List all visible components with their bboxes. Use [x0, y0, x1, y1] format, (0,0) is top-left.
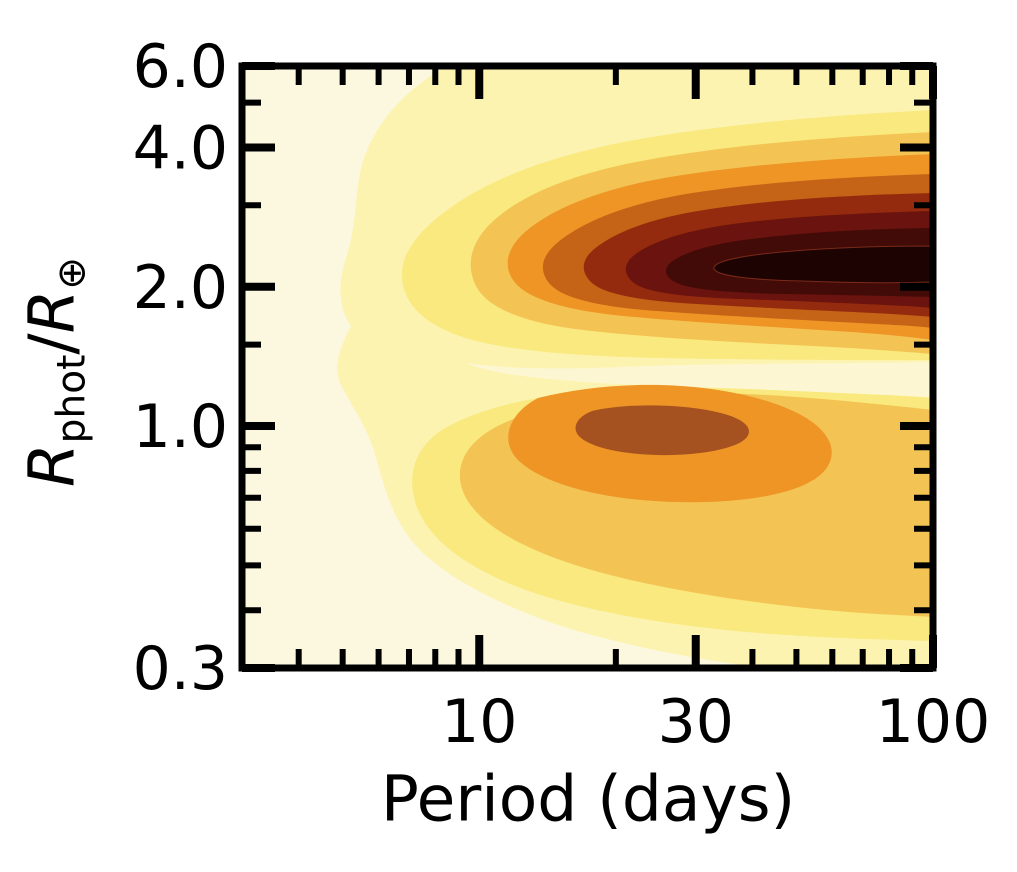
y-tick-label: 2.0 — [133, 253, 228, 323]
y-label-symbol-r1: R — [15, 443, 89, 488]
tick-labels: 10 30 100 6.0 4.0 2.0 1.0 0.3 — [133, 32, 991, 757]
contour-core-super-earth-peak — [575, 405, 749, 456]
contour-core-sub-neptune-peak — [713, 245, 933, 284]
x-tick-label: 30 — [658, 687, 734, 757]
y-tick-label: 6.0 — [133, 32, 228, 102]
y-tick-label: 0.3 — [133, 634, 228, 704]
y-label-sub-earth: ⊕ — [49, 256, 95, 290]
contour-radius-valley-wedge — [466, 362, 933, 397]
y-axis-label: Rphot/R⊕ — [16, 257, 95, 487]
x-tick-label: 10 — [441, 687, 517, 757]
y-label-slash: / — [15, 333, 89, 355]
plot-area — [242, 66, 933, 668]
y-label-sub-phot: phot — [49, 354, 95, 444]
plot-frame — [238, 62, 937, 672]
x-axis-label: Period (days) — [380, 762, 796, 836]
y-tick-label: 4.0 — [133, 113, 228, 183]
x-tick-label: 100 — [876, 687, 991, 757]
y-label-symbol-r2: R — [15, 289, 89, 334]
y-tick-label: 1.0 — [133, 392, 228, 462]
